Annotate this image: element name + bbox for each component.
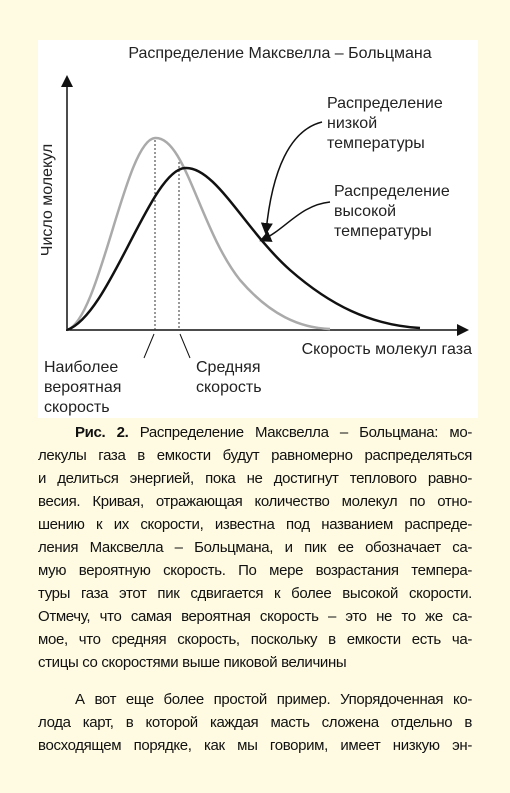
annotation-line: температуры (334, 223, 432, 240)
text-line: лекулы газа в емкости будут равномерно р… (38, 444, 472, 467)
annotation: Распределение низкой температуры (327, 95, 447, 152)
caption-text: весия. Кривая, отражающая количество мол… (38, 493, 472, 510)
annotation-line: Средняя (196, 359, 261, 376)
arrow (259, 201, 331, 242)
figure-title: Распределение Максвелла – Больцмана (128, 45, 431, 62)
text-line: лода карт, в которой каждая масть сложен… (38, 711, 472, 734)
high-temp-curve (66, 166, 421, 332)
caption-text: ления Максвелла – Больцмана, и пик ее об… (38, 539, 472, 556)
y-axis-label: Число молекул (39, 144, 56, 256)
caption-text: Распределение Максвелла – Больцмана: мо- (139, 424, 472, 441)
annotation-line: Распределение (334, 183, 450, 200)
caption-text: стицы со скоростями выше пиковой величин… (38, 654, 347, 671)
caption-text: туры газа этот пик сдвигается к более вы… (38, 585, 472, 602)
text-line: Отмечу, что самая вероятная скорость – э… (38, 605, 472, 628)
text-line: мое, что средняя скорость, поскольку в е… (38, 628, 472, 651)
caption-text: шению к их скорости, известна под назван… (38, 516, 472, 533)
annotation: Наиболее вероятная скорость (44, 359, 126, 416)
text-line: восходящем порядке, как мы говорим, имее… (38, 734, 472, 757)
caption-text: мую вероятную скорость. По мере возраста… (38, 562, 472, 579)
paragraph-text: лода карт, в которой каждая масть сложен… (38, 714, 472, 731)
annotation-line: Распределение (327, 95, 443, 112)
caption-text: Отмечу, что самая вероятная скорость – э… (38, 608, 472, 625)
x-axis-label: Скорость молекул газа (302, 341, 472, 358)
text-line: Рис. 2. Распределение Максвелла – Больцм… (38, 421, 472, 444)
arrow (260, 121, 323, 235)
text-line: А вот еще более простой пример. Упорядоч… (38, 688, 472, 711)
annotation-line: вероятная (44, 379, 121, 396)
annotation-line: низкой (327, 115, 377, 132)
annotation-line: температуры (327, 135, 425, 152)
text-line: стицы со скоростями выше пиковой величин… (38, 651, 472, 674)
paragraph: А вот еще более простой пример. Упорядоч… (38, 688, 472, 757)
figure-background (38, 40, 478, 418)
pointer (179, 333, 191, 359)
low-temp-curve (66, 136, 331, 332)
text-line: и делиться энергией, пока не достигнут т… (38, 467, 472, 490)
paragraph-text: восходящем порядке, как мы говорим, имее… (38, 737, 472, 754)
paragraph-text: А вот еще более простой пример. Упорядоч… (75, 691, 472, 708)
caption-text: мое, что средняя скорость, поскольку в е… (38, 631, 472, 648)
annotation-line: скорость (196, 379, 262, 396)
text-line: весия. Кривая, отражающая количество мол… (38, 490, 472, 513)
annotation: Средняя скорость (196, 359, 265, 396)
text-line: шению к их скорости, известна под назван… (38, 513, 472, 536)
text-line: ления Максвелла – Больцмана, и пик ее об… (38, 536, 472, 559)
annotation: Распределение высокой температуры (334, 183, 454, 240)
text-line: мую вероятную скорость. По мере возраста… (38, 559, 472, 582)
annotation-line: скорость (44, 399, 110, 416)
annotation-line: Наиболее (44, 359, 118, 376)
text-line: туры газа этот пик сдвигается к более вы… (38, 582, 472, 605)
pointer (143, 333, 155, 359)
annotation-line: высокой (334, 203, 396, 220)
caption: Рис. 2. Распределение Максвелла – Больцм… (38, 421, 472, 674)
caption-text: лекулы газа в емкости будут равномерно р… (38, 447, 472, 464)
caption-text: и делиться энергией, пока не достигнут т… (38, 470, 472, 487)
figure: Распределение Максвелла – Больцмана Числ… (38, 40, 478, 418)
caption-label: Рис. 2. (75, 424, 129, 441)
